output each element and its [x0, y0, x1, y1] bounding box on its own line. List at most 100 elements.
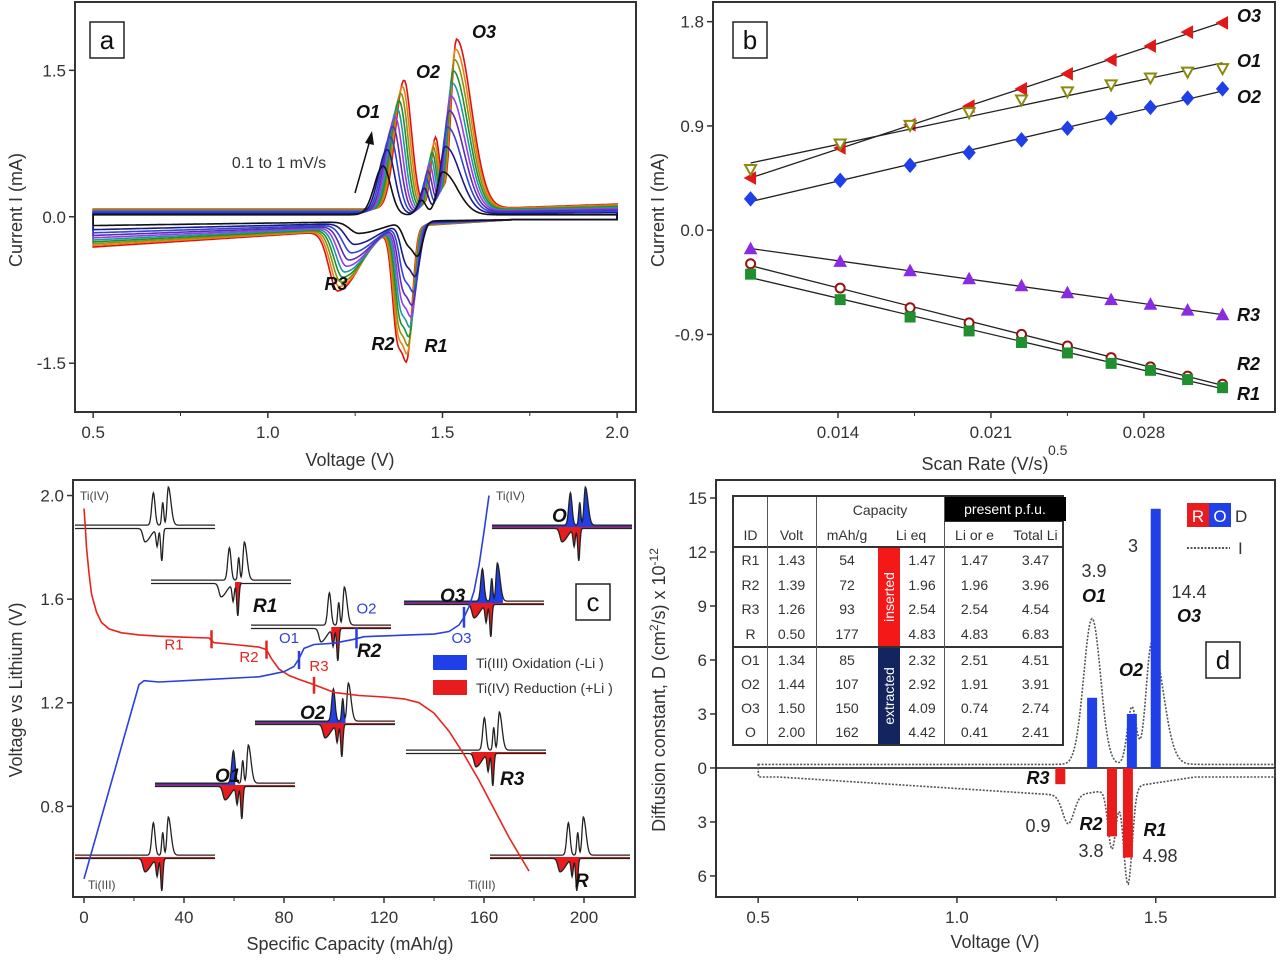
inset-label: R3: [500, 769, 525, 790]
y-tick-label: 0.0: [42, 208, 66, 227]
table-cell: 150: [835, 700, 859, 716]
data-point-o1: [1014, 94, 1029, 108]
peak-label-o3: O3: [472, 22, 496, 42]
data-point-o2: [1060, 120, 1075, 137]
x-tick-label: 40: [175, 908, 194, 927]
present-header-divider: [944, 521, 1062, 522]
inset-label: O: [552, 506, 567, 527]
table-cell: 0.41: [960, 724, 989, 740]
inset-label: O2: [300, 703, 326, 724]
table-cell: 2.32: [908, 652, 936, 668]
oxidation-fill: [255, 688, 346, 723]
fit-line-o3: [750, 21, 1223, 179]
header-present-pfu: present p.f.u.: [944, 497, 1066, 521]
inset-label: R1: [253, 596, 277, 617]
fit-line-o2: [750, 90, 1223, 203]
data-point-r1: [1217, 382, 1229, 394]
reduction-fill: [490, 857, 630, 891]
y-tick-label: 1.6: [40, 590, 64, 609]
table-cell: 1.26: [777, 601, 806, 617]
data-point-r2: [834, 282, 846, 294]
bar-value-label-r3: 0.9: [1025, 816, 1050, 836]
inset-oxidation-curve: [490, 815, 630, 856]
data-point-o2: [962, 144, 976, 161]
table-cell: 2.54: [908, 601, 936, 617]
table-cell: 3.91: [1021, 676, 1050, 692]
reduction-fill: [255, 723, 395, 757]
marker-label-r3: R3: [309, 658, 328, 675]
x-tick-label: 0.5: [81, 423, 105, 442]
data-point-r3: [1215, 307, 1230, 321]
x-axis-title: Voltage (V): [950, 932, 1039, 952]
cv-curve-1-mV-s: [92, 37, 618, 364]
data-point-r1: [834, 294, 846, 306]
bar-value-label-o1: 3.9: [1081, 561, 1106, 581]
y-tick-label: 2.0: [40, 487, 64, 506]
table-cell: O2: [741, 676, 760, 692]
data-point-r3: [743, 241, 758, 255]
panel-b-peak-current: 0.014 0.021 0.028 -0.9 0.0 0.9 1.8 b Scan Rate (…: [648, 1, 1276, 474]
inset-label: O1: [215, 766, 240, 787]
x-tick-label: 0: [79, 908, 88, 927]
table-cell: O3: [741, 700, 760, 716]
x-tick-label: 1.5: [431, 423, 455, 442]
inset-cv-r1: R1: [151, 540, 291, 617]
reduction-fill: [471, 752, 546, 786]
fit-line-o1: [750, 62, 1223, 164]
y-tick-label: 3: [698, 813, 707, 832]
data-point-r2: [904, 302, 916, 314]
legend-i-label: I: [1238, 539, 1243, 558]
peak-label-o2: O2: [416, 62, 440, 82]
inset-reduction-curve: [492, 527, 632, 562]
table-cell: 4.42: [908, 724, 936, 740]
inset-oxidation-curve: [404, 561, 544, 602]
data-point-r2: [745, 258, 757, 270]
bar-value-label-o3: 14.4: [1171, 582, 1206, 602]
y-tick-label: 0.0: [680, 221, 704, 240]
data-point-o2: [1014, 132, 1029, 148]
inset-cv-r: R Ti(III): [468, 815, 630, 892]
series-label-r1: R1: [1237, 384, 1260, 404]
table-cell: 1.96: [908, 576, 936, 593]
table-cell: 1.34: [777, 652, 806, 668]
column-divider: [767, 497, 768, 744]
group-divider: [734, 646, 1062, 648]
x-tick-label: 120: [370, 908, 398, 927]
data-point-o1: [1103, 79, 1119, 93]
bar-id-label-o1: O1: [1082, 586, 1106, 606]
y-tick-label: 1.5: [42, 61, 66, 80]
inset-cv-o2: O2: [255, 681, 395, 758]
table-cell: 2.51: [960, 652, 989, 668]
data-point-r1: [1144, 364, 1156, 376]
reduction-fill: [331, 627, 391, 661]
series-label-o2: O2: [1237, 87, 1261, 107]
bar-value-label-r1: 4.98: [1142, 846, 1177, 866]
legend-swatch-o: [1209, 503, 1231, 527]
table-cell: 2.92: [908, 676, 936, 692]
table-cell: 2.00: [777, 724, 806, 740]
extracted-label: extracted: [881, 667, 897, 725]
inset-reduction-curve: [151, 582, 291, 617]
y-tick-label: 3: [698, 705, 707, 724]
series-label-o1: O1: [1237, 51, 1261, 71]
legend-swatch: [433, 655, 467, 670]
y-tick-label: 0: [698, 759, 707, 778]
inset-reduction-curve: [75, 527, 215, 562]
y-tick-label: 0.9: [680, 117, 704, 136]
table-cell: 93: [839, 601, 855, 617]
bar-r1: [1122, 767, 1133, 858]
data-point-r3: [833, 254, 848, 267]
column-divider: [816, 497, 817, 744]
x-axis-title: Specific Capacity (mAh/g): [246, 934, 453, 954]
arrow-head-icon: [365, 131, 374, 145]
table-cell: 54: [839, 552, 855, 568]
y-tick-label: 9: [698, 597, 707, 616]
table-cell: 2.74: [1021, 700, 1050, 716]
header-divider: [734, 546, 1062, 548]
table-cell: 4.83: [908, 625, 936, 642]
y-axis-title-part: /s) x 10: [649, 565, 669, 624]
x-tick-label: 1.0: [256, 423, 280, 442]
x-axis-title: Voltage (V): [305, 450, 394, 470]
panel-c-charge-discharge: 0 40 80 120 160 200 0.8 1.2 1.6 2.0 Specific Capac…: [6, 479, 636, 954]
inset-reduction-curve: [490, 857, 630, 892]
